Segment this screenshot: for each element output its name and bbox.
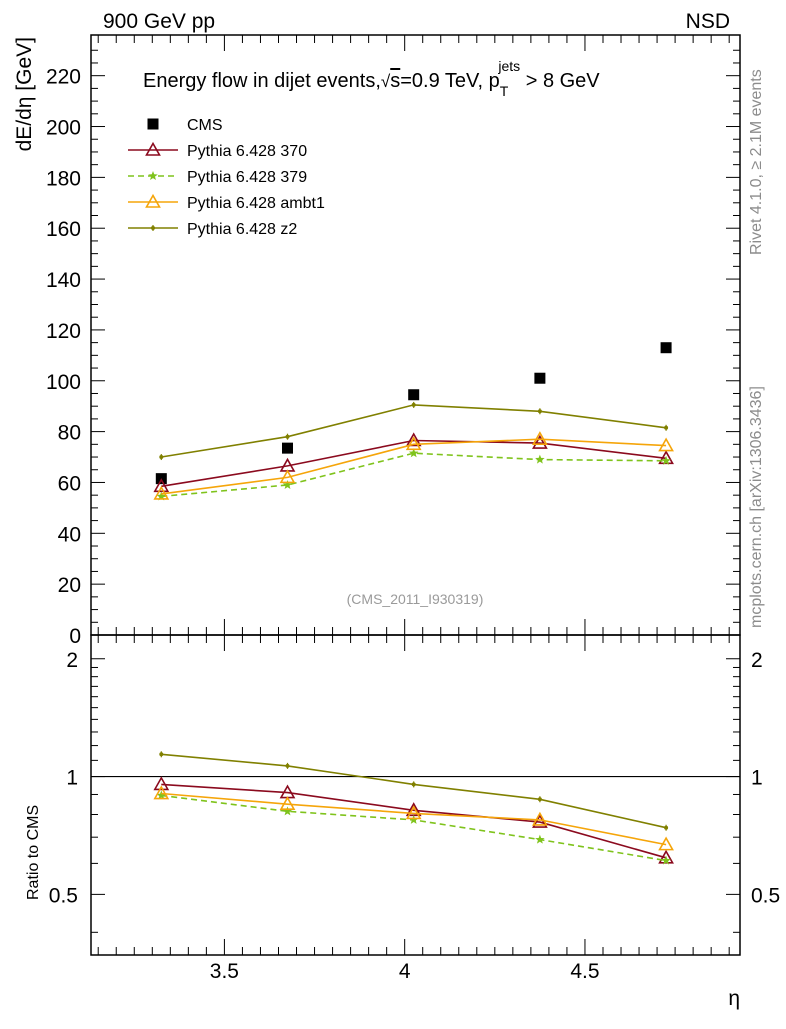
- main-y-tick-label-20: 20: [58, 574, 81, 597]
- ratio-y-axis-ticks: 0.5 0.5 1 1 2 2: [49, 649, 780, 933]
- x-axis-label: η: [728, 987, 740, 1010]
- ratio-point-p379-5: [661, 855, 671, 865]
- watermark: (CMS_2011_I930319): [347, 591, 484, 607]
- ratio-point-ambt1-2: [279, 796, 296, 810]
- ratio-y-tick-label-right-2: 2: [751, 649, 763, 672]
- main-y-tick-label-140: 140: [46, 269, 81, 292]
- main-point-p370-5: [658, 450, 674, 465]
- ratio-y-tick-label-right-1: 1: [751, 767, 763, 790]
- main-point-p379-3: [408, 448, 419, 458]
- main-point-ambt1-4: [532, 431, 548, 446]
- ratio-y-tick-label-left-0.5: 0.5: [49, 884, 78, 907]
- main-point-CMS-3: [408, 389, 420, 401]
- header-left: 900 GeV pp: [103, 10, 215, 33]
- x-axis-ticks: 3.5 4 4.5: [97, 35, 730, 983]
- ratio-series-group: [153, 751, 674, 865]
- main-series-group: [153, 342, 674, 501]
- legend: CMS Pythia 6.428 370 Pythia 6.428 379 Pythi…: [128, 117, 325, 238]
- ratio-point-ambt1-5: [658, 836, 674, 851]
- main-point-ambt1-2: [279, 469, 296, 484]
- legend-marker-CMS: [147, 118, 159, 130]
- ratio-point-p370-5: [658, 849, 674, 864]
- ratio-plot-frame: [90, 634, 741, 956]
- x-tick-label-3.5: 3.5: [210, 960, 239, 983]
- legend-label-ambt1: Pythia 6.428 ambt1: [187, 195, 325, 212]
- main-y-tick-label-180: 180: [46, 167, 81, 190]
- ratio-point-p379-1: [156, 790, 167, 800]
- ratio-point-ambt1-1: [153, 785, 170, 800]
- main-point-p370-3: [405, 432, 422, 447]
- legend-label-p370: Pythia 6.428 370: [187, 143, 307, 160]
- main-point-ambt1-1: [153, 485, 170, 500]
- main-point-p379-4: [535, 454, 545, 464]
- header-right: NSD: [686, 10, 730, 33]
- legend-marker-ambt1: [145, 193, 161, 208]
- main-y-tick-label-80: 80: [58, 422, 81, 445]
- main-y-tick-label-120: 120: [46, 320, 81, 343]
- side-label-top: Rivet 4.1.0, ≥ 2.1M events: [748, 69, 765, 255]
- legend-label-p379: Pythia 6.428 379: [187, 169, 307, 186]
- ratio-y-tick-label-left-2: 2: [66, 649, 78, 672]
- main-y-axis-label: dE/dη [GeV]: [13, 37, 36, 151]
- chart-title: Energy flow in dijet events,√s=0.9 TeV, …: [143, 58, 600, 99]
- ratio-point-p379-4: [535, 834, 545, 844]
- main-y-tick-label-220: 220: [46, 66, 81, 89]
- main-y-tick-label-100: 100: [46, 371, 81, 394]
- legend-marker-p370: [145, 141, 161, 156]
- main-series-line-ambt1: [161, 438, 667, 495]
- ratio-series-line-ambt1: [161, 792, 667, 846]
- main-point-CMS-5: [660, 342, 672, 354]
- x-tick-label-4.5: 4.5: [570, 960, 599, 983]
- ratio-point-p379-3: [408, 814, 419, 824]
- main-y-tick-label-160: 160: [46, 218, 81, 241]
- main-point-ambt1-5: [658, 437, 674, 452]
- main-point-p379-1: [156, 491, 167, 501]
- ratio-y-tick-label-right-0.5: 0.5: [751, 884, 780, 907]
- ratio-y-tick-label-left-1: 1: [66, 767, 78, 790]
- legend-marker-p379: [148, 171, 158, 181]
- main-point-p370-1: [153, 478, 170, 493]
- main-point-p379-5: [661, 455, 671, 465]
- main-y-tick-label-60: 60: [58, 472, 81, 495]
- ratio-y-axis-label: Ratio to CMS: [25, 805, 42, 900]
- main-y-tick-label-0: 0: [69, 625, 81, 648]
- legend-label-z2: Pythia 6.428 z2: [187, 221, 297, 238]
- ratio-point-p379-2: [282, 806, 293, 816]
- main-point-CMS-4: [534, 372, 546, 384]
- main-y-tick-label-200: 200: [46, 117, 81, 140]
- ratio-point-ambt1-3: [405, 805, 422, 820]
- ratio-series-line-p370: [161, 783, 667, 859]
- ratio-point-ambt1-4: [532, 811, 548, 826]
- main-point-ambt1-3: [405, 436, 422, 451]
- main-point-p379-2: [282, 480, 293, 490]
- legend-label-CMS: CMS: [187, 117, 223, 134]
- main-series-line-p379: [161, 452, 667, 498]
- main-y-tick-label-40: 40: [58, 523, 81, 546]
- side-label-bottom: mcplots.cern.ch [arXiv:1306.3436]: [748, 386, 765, 628]
- ratio-point-p370-1: [153, 776, 170, 791]
- main-series-line-p370: [161, 439, 667, 488]
- main-point-CMS-2: [282, 442, 294, 454]
- main-point-p370-4: [532, 434, 548, 449]
- x-tick-label-4: 4: [399, 960, 411, 983]
- main-y-axis-ticks: 0 20 40 60 80 100 120 140 160 180 200 220: [46, 49, 740, 648]
